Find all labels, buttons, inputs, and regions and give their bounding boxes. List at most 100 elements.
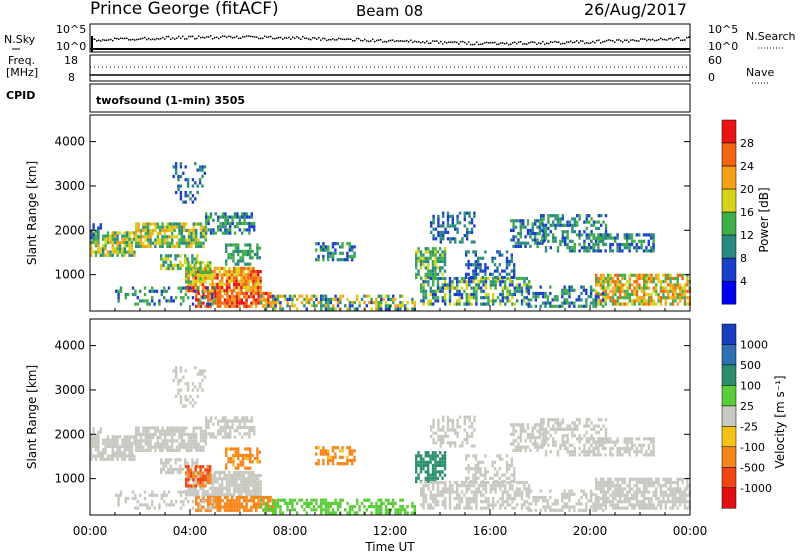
velocity-cell (616, 450, 619, 454)
nsky-point (246, 35, 248, 37)
velocity-cell (199, 503, 202, 507)
power-cell (576, 220, 579, 224)
velocity-cell (436, 493, 440, 497)
velocity-cell (204, 477, 207, 482)
nsky-point (684, 39, 686, 41)
velocity-cell (439, 463, 442, 468)
velocity-cell (429, 473, 432, 477)
power-cell (664, 289, 667, 293)
nsky-point (508, 44, 510, 46)
velocity-cell (192, 474, 195, 478)
velocity-cell (536, 423, 539, 427)
power-cell (226, 218, 229, 222)
velocity-cell (542, 427, 545, 431)
velocity-cell (474, 454, 477, 458)
velocity-cell (197, 508, 200, 512)
power-cell (505, 250, 509, 254)
velocity-cell (137, 439, 140, 443)
velocity-cell (121, 441, 124, 445)
power-cell (221, 276, 224, 280)
power-cell (128, 234, 131, 238)
power-cell (437, 214, 440, 218)
power-cell (597, 299, 600, 303)
power-cell (542, 214, 545, 218)
power-cell (372, 301, 376, 305)
power-cell (650, 249, 653, 253)
power-cell (442, 224, 445, 228)
power-cell (174, 162, 178, 166)
power-cell (206, 261, 209, 265)
velocity-cell (163, 436, 167, 440)
velocity-cell (179, 398, 183, 402)
velocity-cell (415, 479, 418, 484)
power-cell (559, 242, 562, 247)
power-cell (518, 289, 521, 293)
power-cell (244, 253, 247, 257)
power-cell (238, 228, 241, 232)
power-cell (592, 223, 596, 227)
velocity-cell (494, 490, 497, 494)
power-cell (496, 275, 499, 280)
nsky-point (292, 36, 294, 39)
velocity-cell (242, 470, 245, 474)
power-cell (588, 236, 591, 240)
velocity-cell (449, 441, 452, 445)
velocity-cell (245, 499, 248, 503)
velocity-cell (638, 437, 641, 441)
velocity-cell (456, 431, 459, 435)
power-cell (549, 285, 552, 289)
velocity-cell (209, 468, 212, 472)
power-cell (237, 270, 241, 274)
velocity-cell (329, 458, 332, 463)
velocity-cell (190, 436, 193, 440)
power-cell (171, 222, 174, 226)
power-cell (194, 264, 197, 268)
velocity-cell (175, 439, 179, 443)
velocity-cell (523, 487, 526, 491)
power-cell (458, 292, 461, 297)
power-cell (534, 219, 537, 223)
power-cell (686, 283, 689, 287)
velocity-cell (217, 429, 220, 433)
velocity-cell (249, 450, 252, 454)
velocity-cell (451, 484, 454, 488)
velocity-cell (231, 508, 234, 512)
velocity-cell (436, 460, 439, 464)
power-cell (532, 295, 535, 299)
velocity-cell (516, 487, 519, 491)
power-cell (179, 302, 183, 306)
velocity-cell (187, 442, 191, 446)
velocity-cell (136, 506, 139, 510)
power-cell (430, 224, 433, 228)
power-cell (185, 244, 188, 248)
power-cell (191, 184, 195, 188)
velocity-cell (237, 466, 240, 470)
nsky-point (650, 39, 652, 41)
nsky-point (486, 41, 488, 44)
power-cell (106, 237, 110, 241)
power-cell (195, 298, 198, 302)
power-cell (166, 244, 169, 248)
velocity-cell (327, 458, 330, 463)
velocity-cell (475, 506, 478, 510)
velocity-cell (312, 505, 316, 509)
velocity-cell (245, 502, 248, 506)
velocity-cell (206, 474, 209, 478)
power-cell (573, 288, 576, 292)
power-cell (247, 266, 250, 270)
power-cell (642, 233, 646, 237)
power-cell (250, 215, 253, 219)
power-cell (308, 301, 311, 305)
power-cell (529, 235, 532, 239)
power-cell (201, 280, 205, 284)
velocity-cell (204, 484, 207, 488)
power-cell (626, 280, 629, 284)
power-cell (638, 239, 641, 243)
velocity-cell (247, 493, 250, 497)
nsky-point (444, 41, 446, 43)
velocity-cell (156, 426, 159, 430)
velocity-cell (192, 436, 195, 440)
velocity-cell (241, 435, 244, 439)
velocity-cell (143, 496, 147, 501)
power-cell (346, 242, 349, 246)
